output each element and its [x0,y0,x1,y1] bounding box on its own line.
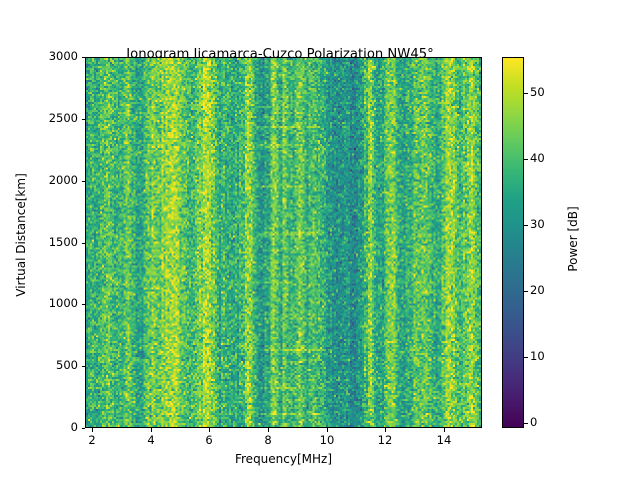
x-tick-mark [209,428,210,432]
colorbar-label: Power [dB] [566,206,580,272]
x-axis-label: Frequency[MHz] [234,452,333,466]
y-axis-label: Virtual Distance[km] [14,173,28,297]
y-tick-label: 0 [70,420,78,434]
ionogram-heatmap [86,58,481,427]
colorbar-tick-mark [524,357,528,358]
x-tick-label: 4 [147,433,155,447]
x-tick-mark [268,428,269,432]
colorbar-gradient [503,58,523,427]
colorbar-tick-label: 10 [530,349,545,363]
colorbar-tick-label: 30 [530,217,545,231]
colorbar-tick-mark [524,291,528,292]
x-tick-mark [444,428,445,432]
x-tick-mark [327,428,328,432]
y-tick-label: 500 [56,358,78,372]
y-tick-label: 2000 [48,173,78,187]
colorbar-tick-mark [524,159,528,160]
x-tick-label: 2 [88,433,96,447]
x-tick-label: 6 [205,433,213,447]
y-tick-mark [81,304,85,305]
colorbar-tick-label: 50 [530,85,545,99]
x-tick-label: 14 [436,433,452,447]
colorbar [502,57,524,428]
x-tick-mark [385,428,386,432]
y-tick-label: 1500 [48,235,78,249]
colorbar-tick-label: 40 [530,151,545,165]
colorbar-tick-mark [524,93,528,94]
x-tick-mark [92,428,93,432]
y-tick-mark [81,243,85,244]
y-tick-mark [81,428,85,429]
x-tick-mark [151,428,152,432]
y-tick-mark [81,57,85,58]
ionogram-plot-area [85,57,482,428]
colorbar-tick-label: 0 [530,415,538,429]
y-tick-mark [81,119,85,120]
y-tick-mark [81,366,85,367]
colorbar-tick-label: 20 [530,283,545,297]
y-tick-label: 2500 [48,111,78,125]
y-tick-label: 1000 [48,296,78,310]
colorbar-tick-mark [524,423,528,424]
x-tick-label: 10 [319,433,335,447]
x-tick-label: 12 [377,433,393,447]
y-tick-label: 3000 [48,49,78,63]
colorbar-tick-mark [524,225,528,226]
y-tick-mark [81,181,85,182]
x-tick-label: 8 [264,433,272,447]
